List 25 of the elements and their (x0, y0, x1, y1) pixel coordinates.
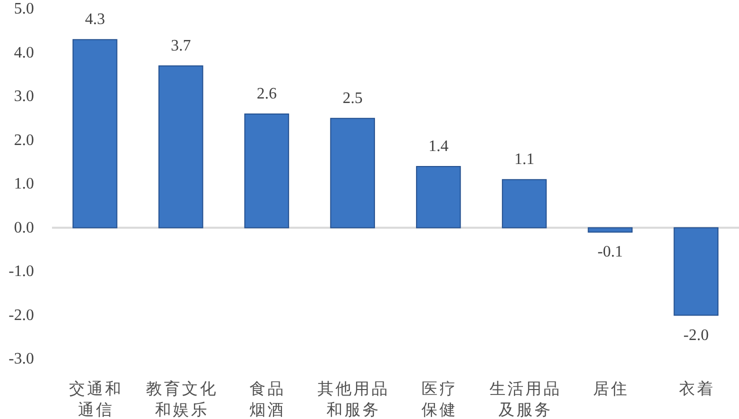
data-label: 1.1 (514, 151, 534, 168)
data-label: 2.5 (342, 90, 363, 107)
y-tick-label: 4.0 (14, 44, 34, 62)
data-label: 2.6 (256, 86, 277, 102)
y-tick-label: 1.0 (14, 176, 34, 192)
x-tick-label: 其他用品和服务 (318, 380, 390, 418)
x-tick-label: 交通和通信 (68, 380, 123, 418)
data-label: 4.3 (84, 11, 105, 28)
y-tick-label: -2.0 (8, 306, 34, 324)
x-tick-label: 医疗保健 (421, 380, 458, 418)
x-tick-label: 食品烟酒 (250, 380, 286, 418)
data-label: -2.0 (683, 326, 709, 344)
y-tick-label: 0.0 (14, 219, 34, 236)
x-tick-label: 教育文化和娱乐 (146, 380, 218, 418)
y-tick-label: 2.0 (14, 132, 34, 149)
x-tick-label: 居住 (593, 380, 630, 398)
x-tick-label: 衣着 (679, 380, 716, 398)
y-tick-label: -1.0 (8, 263, 34, 280)
data-label: 3.7 (170, 37, 191, 54)
y-tick-label: -3.0 (8, 350, 34, 368)
data-label: -0.1 (598, 244, 623, 261)
x-tick-label: 生活用品及服务 (489, 380, 562, 418)
data-label: 1.4 (428, 138, 448, 155)
y-tick-label: 3.0 (14, 88, 34, 105)
y-tick-label: 5.0 (14, 0, 34, 18)
